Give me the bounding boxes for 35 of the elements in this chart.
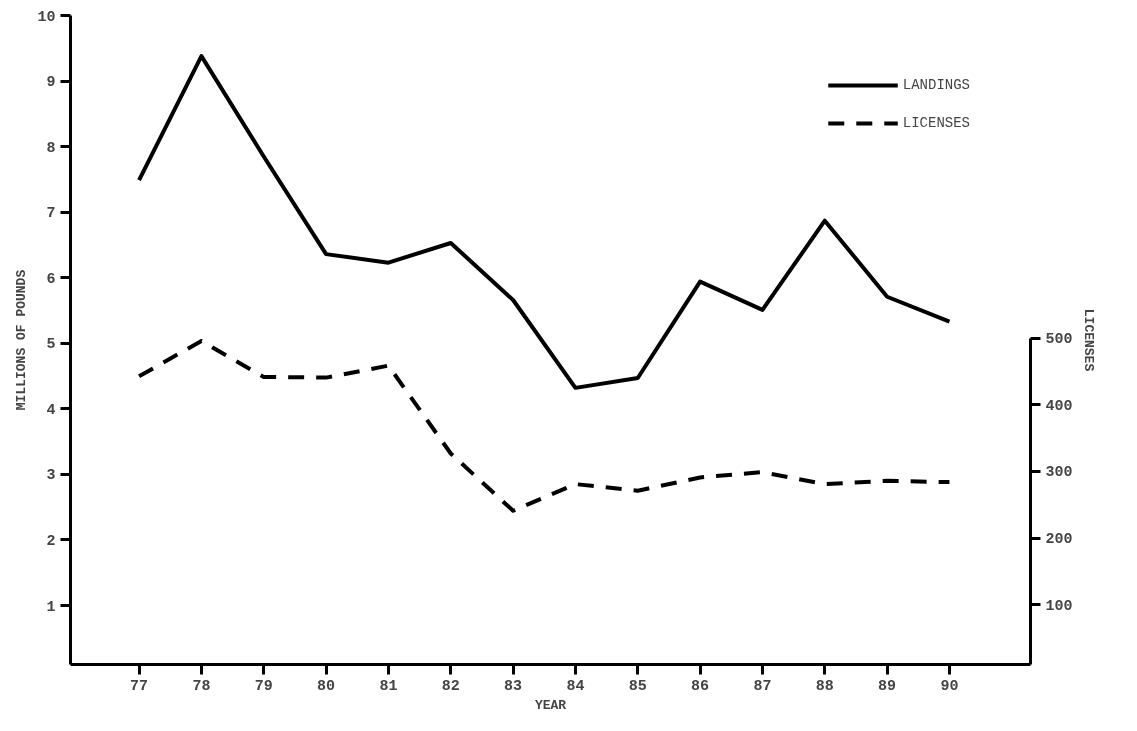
x-tick-label: 77 (130, 677, 149, 695)
x-tick-label: 85 (628, 677, 647, 695)
y-tick-label: 1 (46, 598, 56, 616)
x-axis-title: YEAR (534, 697, 567, 713)
x-tick-label: 88 (815, 677, 834, 695)
y-tick-label: 5 (46, 336, 56, 354)
legend-label: LICENSES (902, 115, 970, 131)
x-tick-label: 87 (753, 677, 772, 695)
y-tick-label: 10 (37, 8, 56, 26)
x-tick-label: 90 (940, 677, 959, 695)
y-tick-label: 7 (46, 205, 56, 223)
y2-axis-title: LICENSES (1080, 308, 1096, 372)
y-tick-label: 4 (46, 401, 56, 419)
x-tick-label: 79 (254, 677, 273, 695)
x-tick-label: 78 (192, 677, 211, 695)
y2-tick-label: 200 (1045, 531, 1073, 549)
y-tick-label: 8 (46, 139, 56, 157)
y-tick-label: 3 (46, 467, 56, 485)
y-tick-label: 2 (46, 532, 56, 550)
x-tick-label: 81 (379, 677, 398, 695)
y-axis-title: MILLIONS OF POUNDS (14, 269, 30, 411)
x-tick-label: 82 (441, 677, 460, 695)
y2-tick-label: 300 (1045, 464, 1073, 482)
x-tick-label: 84 (566, 677, 585, 695)
x-tick-label: 86 (691, 677, 710, 695)
legend-label: LANDINGS (902, 77, 970, 93)
x-tick-label: 80 (317, 677, 336, 695)
x-tick-label: 83 (504, 677, 523, 695)
y2-tick-label: 400 (1045, 397, 1073, 415)
line-series (137, 339, 952, 513)
x-tick-label: 89 (878, 677, 897, 695)
y2-tick-label: 500 (1045, 331, 1073, 349)
y-tick-label: 6 (46, 270, 56, 288)
y-tick-label: 9 (46, 74, 56, 92)
y2-tick-label: 100 (1045, 597, 1073, 615)
